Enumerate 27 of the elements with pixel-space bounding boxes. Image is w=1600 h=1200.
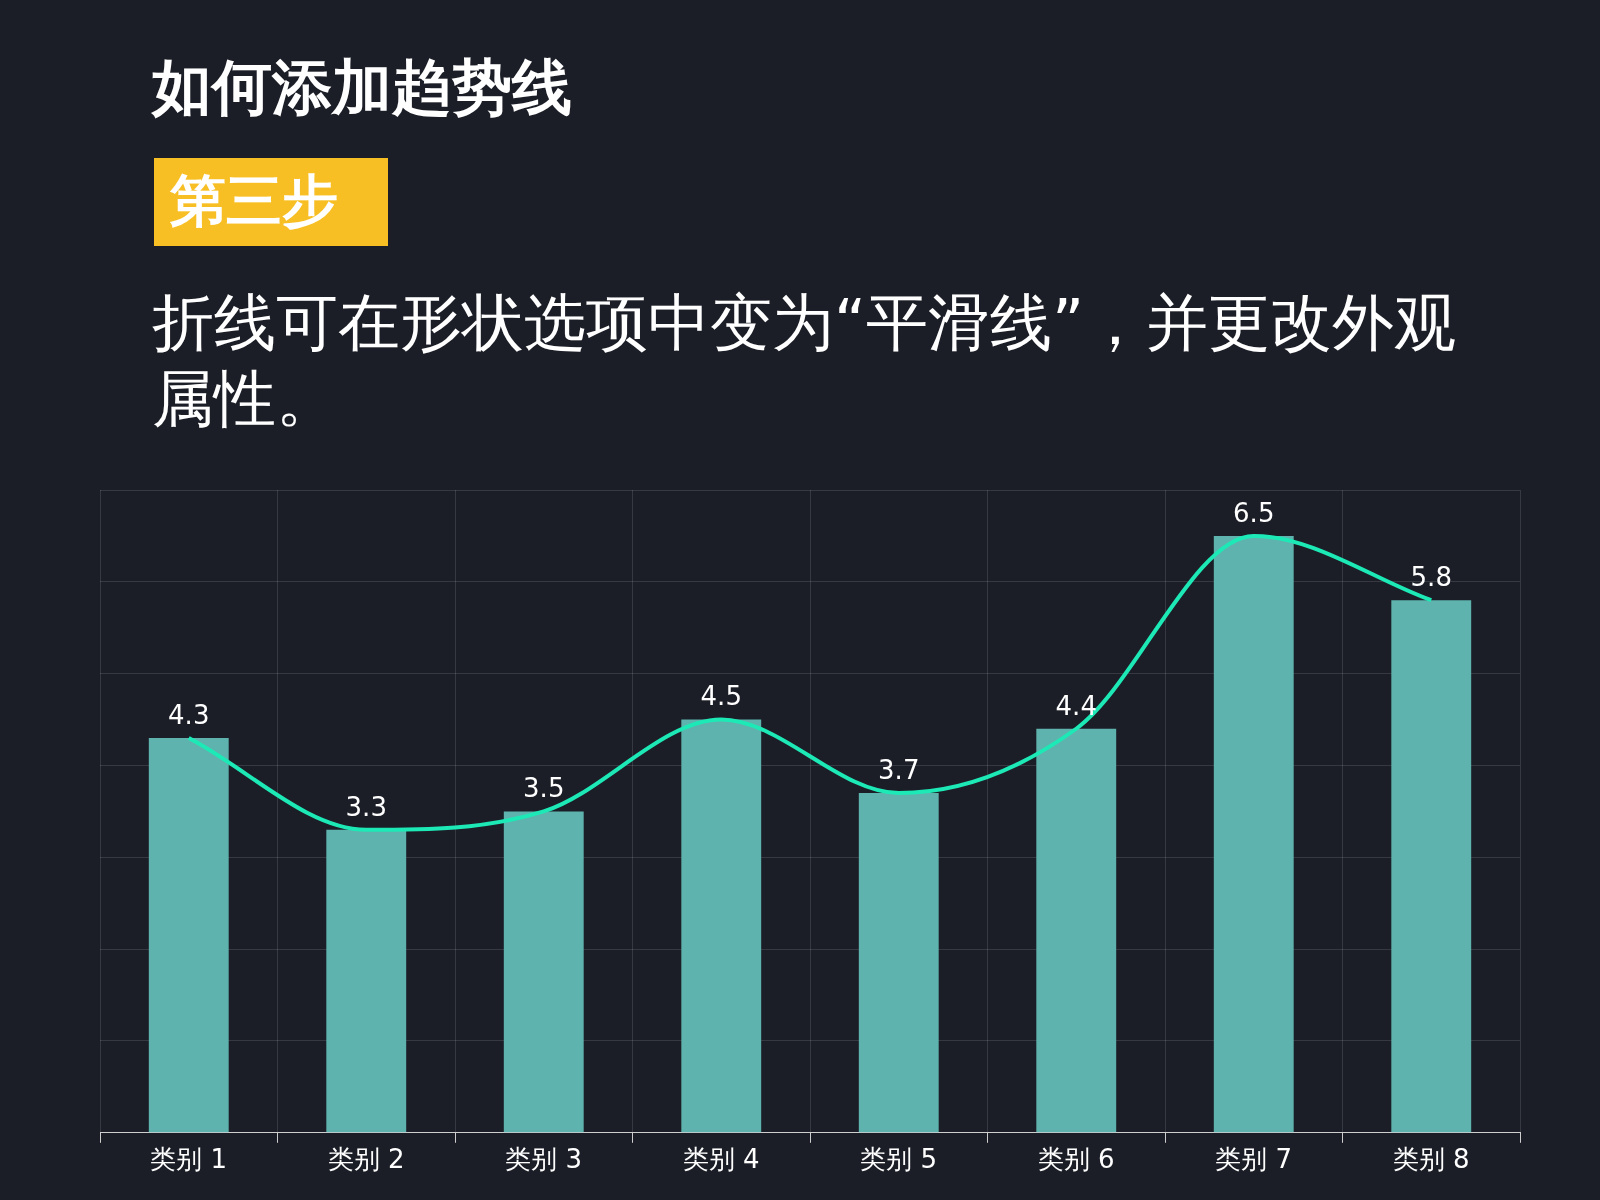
data-label: 4.3 bbox=[168, 699, 210, 730]
text: 折线可在形状选项中变为“平滑线”，并更改外观属性。 bbox=[152, 285, 1458, 437]
x-tick-label: 类别 8 bbox=[1392, 1144, 1470, 1175]
x-tick-label: 类别 3 bbox=[505, 1144, 583, 1175]
data-label: 3.7 bbox=[878, 754, 920, 785]
x-tick-label: 类别 2 bbox=[327, 1144, 405, 1175]
data-label: 4.5 bbox=[700, 681, 742, 712]
data-label: 3.5 bbox=[523, 773, 565, 804]
bar bbox=[503, 811, 584, 1133]
bar bbox=[858, 793, 939, 1133]
bar bbox=[1213, 535, 1294, 1133]
x-tick-label: 类别 4 bbox=[682, 1144, 760, 1175]
bar bbox=[326, 829, 407, 1133]
chart-title: 如何添加趋势线 bbox=[152, 51, 572, 124]
bar bbox=[681, 719, 762, 1133]
bar bbox=[148, 737, 229, 1133]
data-label: 5.8 bbox=[1410, 561, 1452, 592]
x-tick-label: 类别 5 bbox=[860, 1144, 938, 1175]
x-tick-label: 类别 1 bbox=[150, 1144, 228, 1175]
bar bbox=[1391, 600, 1472, 1133]
chart-subtitle: 第三步 bbox=[154, 158, 388, 246]
x-tick-label: 类别 6 bbox=[1037, 1144, 1115, 1175]
data-label: 3.3 bbox=[345, 791, 387, 822]
data-label: 4.4 bbox=[1055, 690, 1097, 721]
data-label: 6.5 bbox=[1233, 497, 1275, 528]
x-tick-label: 类别 7 bbox=[1215, 1144, 1293, 1175]
bar bbox=[1036, 728, 1117, 1133]
